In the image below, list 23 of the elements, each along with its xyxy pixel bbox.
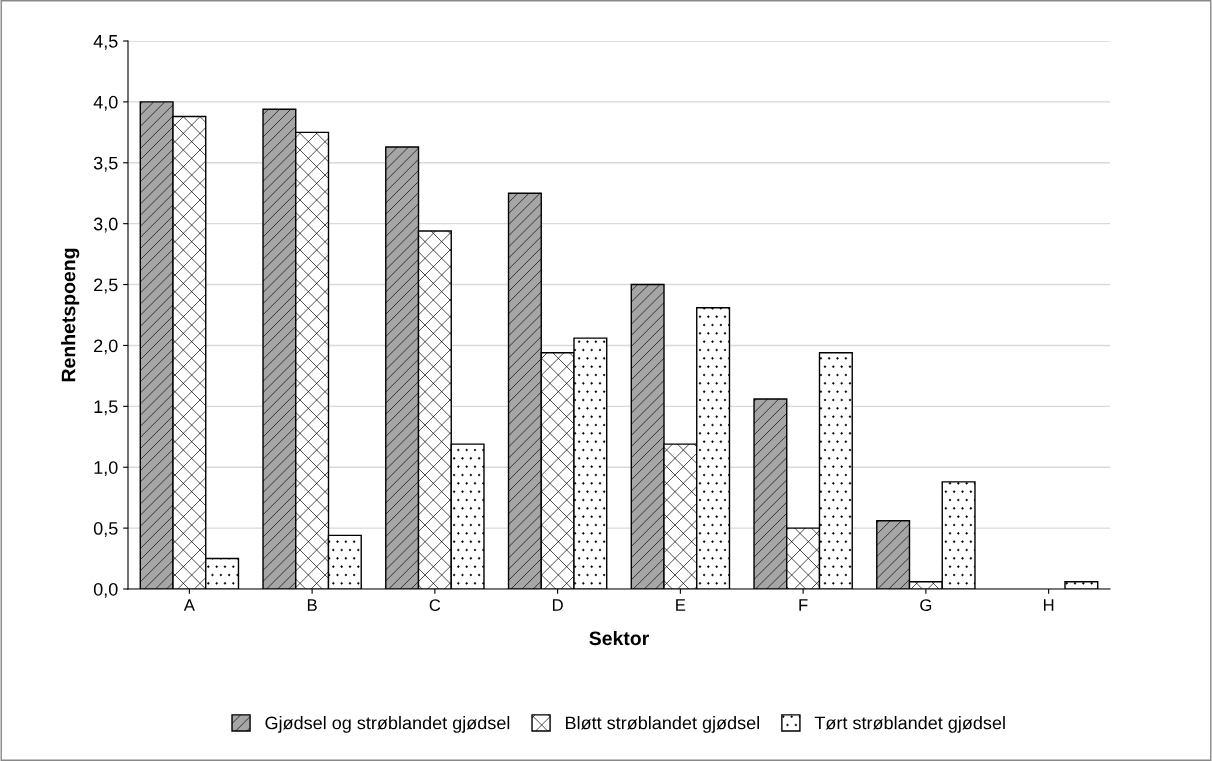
legend-label: Gjødsel og strøblandet gjødsel	[265, 716, 510, 733]
x-tick-label: A	[183, 599, 195, 611]
x-tick-label: G	[920, 599, 932, 611]
y-tick-label: 2,0	[94, 339, 118, 355]
x-tick-label: E	[676, 599, 686, 611]
x-tick-label: H	[1043, 599, 1054, 611]
legend-label: Tørt strøblandet gjødsel	[814, 716, 1005, 733]
x-tick-label: B	[307, 599, 317, 611]
y-tick-label: 1,0	[94, 461, 118, 477]
y-tick-label: 3,0	[93, 217, 118, 233]
x-axis-title: Sektor	[589, 630, 649, 646]
y-tick-label: 4,5	[93, 35, 118, 50]
y-tick-label: 0,5	[93, 522, 118, 537]
y-tick-label: 4,0	[93, 95, 118, 111]
x-tick-label: F	[799, 599, 808, 611]
y-tick-label: 1,5	[94, 400, 118, 416]
x-tick-label: D	[552, 599, 563, 611]
x-tick-label: C	[429, 599, 441, 611]
y-axis-title: Renhetspoeng	[61, 248, 80, 382]
legend-label: Bløtt strøblandet gjødsel	[566, 716, 759, 733]
y-tick-label: 2,5	[94, 278, 118, 294]
y-tick-label: 0,0	[93, 582, 118, 598]
y-tick-label: 3,5	[93, 156, 118, 172]
